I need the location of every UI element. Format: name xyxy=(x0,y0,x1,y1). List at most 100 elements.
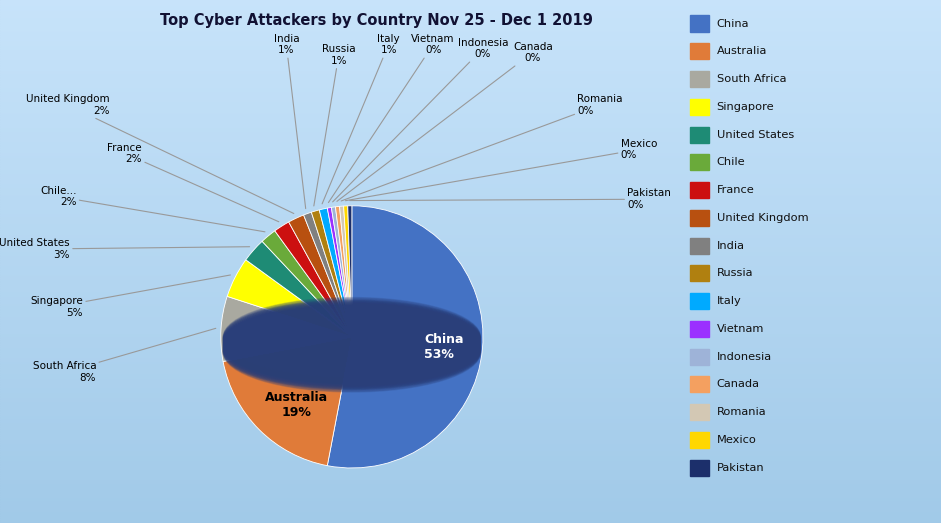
Bar xyxy=(0,19,941,21)
Bar xyxy=(0,25,941,26)
Bar xyxy=(0,277,941,279)
Text: Canada: Canada xyxy=(716,379,759,390)
Bar xyxy=(0,502,941,504)
Bar xyxy=(0,21,941,22)
Bar xyxy=(0,108,941,110)
Bar xyxy=(0,323,941,324)
Bar xyxy=(0,429,941,430)
Wedge shape xyxy=(221,297,352,361)
Text: India
1%: India 1% xyxy=(274,33,306,209)
Bar xyxy=(0,412,941,413)
Bar xyxy=(0,131,941,132)
Bar xyxy=(0,134,941,136)
Bar xyxy=(0,98,941,99)
Bar xyxy=(0,129,941,131)
Bar xyxy=(0,58,941,59)
Wedge shape xyxy=(340,206,352,337)
Bar xyxy=(0,179,941,181)
Bar xyxy=(0,22,941,25)
Bar xyxy=(0,413,941,415)
Wedge shape xyxy=(327,208,352,337)
Bar xyxy=(0,30,941,31)
Bar xyxy=(0,223,941,225)
Ellipse shape xyxy=(223,299,480,377)
Bar xyxy=(0,315,941,317)
Text: Chile...
2%: Chile... 2% xyxy=(40,186,265,232)
Text: Vietnam: Vietnam xyxy=(716,324,764,334)
Bar xyxy=(0,187,941,188)
Bar xyxy=(0,504,941,506)
Bar xyxy=(0,274,941,276)
Ellipse shape xyxy=(223,315,480,389)
Bar xyxy=(0,467,941,469)
Bar xyxy=(0,469,941,471)
Bar xyxy=(0,4,941,5)
Bar xyxy=(0,511,941,513)
Bar xyxy=(0,349,941,350)
Bar xyxy=(0,132,941,134)
Bar xyxy=(0,362,941,365)
Bar xyxy=(0,389,941,391)
Bar xyxy=(0,356,941,357)
Bar xyxy=(0,93,941,94)
Bar xyxy=(0,286,941,288)
Bar xyxy=(0,368,941,370)
Bar xyxy=(690,154,709,170)
Bar xyxy=(0,403,941,404)
Bar xyxy=(690,71,709,87)
Bar xyxy=(0,443,941,445)
Bar xyxy=(0,366,941,368)
Bar xyxy=(0,472,941,474)
Bar xyxy=(0,110,941,111)
Bar xyxy=(0,298,941,300)
Bar xyxy=(0,200,941,202)
Bar xyxy=(0,486,941,488)
Bar xyxy=(0,85,941,87)
Bar xyxy=(0,124,941,126)
Bar xyxy=(0,387,941,389)
Ellipse shape xyxy=(223,312,480,385)
Bar xyxy=(0,94,941,96)
Bar xyxy=(0,350,941,352)
Bar xyxy=(0,256,941,258)
Bar xyxy=(0,229,941,230)
Bar xyxy=(0,153,941,155)
Bar xyxy=(0,239,941,241)
Ellipse shape xyxy=(223,309,480,382)
Bar xyxy=(0,279,941,281)
Bar xyxy=(0,329,941,331)
Bar xyxy=(0,293,941,294)
Bar xyxy=(0,155,941,157)
Wedge shape xyxy=(223,337,352,465)
Bar xyxy=(0,197,941,199)
Bar xyxy=(0,138,941,140)
Bar xyxy=(690,99,709,115)
Bar xyxy=(0,194,941,195)
Bar xyxy=(0,427,941,429)
Bar xyxy=(0,422,941,424)
Bar xyxy=(0,73,941,75)
Bar xyxy=(0,408,941,410)
Bar xyxy=(0,152,941,153)
Bar xyxy=(690,460,709,476)
Text: Vietnam
0%: Vietnam 0% xyxy=(328,33,455,202)
Bar xyxy=(0,441,941,443)
Bar xyxy=(0,335,941,336)
Bar xyxy=(0,294,941,297)
Bar xyxy=(0,68,941,70)
Bar xyxy=(0,82,941,84)
Bar xyxy=(0,434,941,436)
Bar xyxy=(0,396,941,397)
Bar xyxy=(0,438,941,439)
Bar xyxy=(0,230,941,232)
Bar xyxy=(0,375,941,377)
Bar xyxy=(0,188,941,190)
Bar xyxy=(0,319,941,321)
Bar xyxy=(0,312,941,314)
Bar xyxy=(0,417,941,418)
Bar xyxy=(0,521,941,523)
Bar xyxy=(0,282,941,284)
Text: Canada
0%: Canada 0% xyxy=(337,42,552,201)
Bar xyxy=(0,509,941,511)
Bar xyxy=(0,477,941,480)
